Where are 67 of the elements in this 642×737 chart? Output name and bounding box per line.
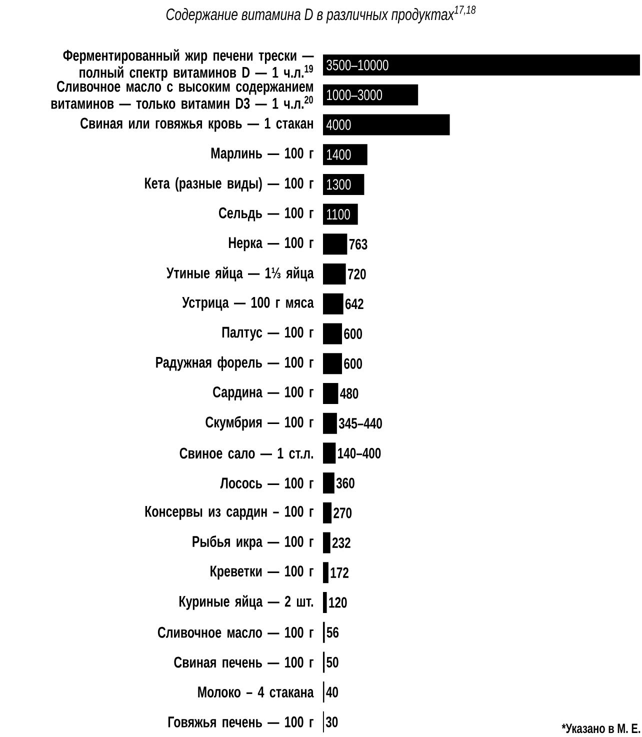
y-tick-label: Утиные яйца — 1⅓ яйца (166, 266, 314, 282)
bar (322, 532, 330, 554)
data-label: 600 (344, 328, 362, 340)
data-label: 232 (332, 537, 350, 548)
data-label: 720 (348, 268, 366, 280)
bar (322, 234, 348, 255)
y-tick-label: Сардина — 100 г (213, 386, 314, 400)
data-label: 642 (345, 298, 364, 310)
y-tick-label: Радужная форель — 100 г (156, 356, 314, 371)
y-tick-label: Устрица — 100 г мяса (182, 296, 314, 311)
data-label: 30 (326, 716, 338, 728)
y-tick-label: Палтус — 100 г (222, 326, 314, 341)
data-label: 4000 (326, 119, 351, 130)
data-label: 50 (326, 656, 338, 668)
data-label: 270 (334, 508, 352, 518)
y-tick-label: Креветки — 100 г (210, 566, 314, 580)
data-label: 480 (340, 388, 358, 399)
data-label: 1000–3000 (327, 90, 382, 100)
y-tick-label: Куриные яйца — 2 шт. (179, 595, 313, 610)
bar (322, 353, 342, 374)
data-label: 345–440 (338, 418, 382, 429)
y-tick-label: Марлинь — 100 г (211, 148, 314, 162)
bar (322, 502, 332, 524)
annotation: *Указано в М. Е. (562, 724, 640, 734)
bar (322, 174, 364, 195)
data-label: 600 (344, 358, 362, 369)
y-tick-label: Ферментированный жир печени трески — полный спектр витаминов D — 1 ч.л.$^{19}$ (63, 49, 314, 81)
bar (322, 84, 418, 106)
bar (322, 144, 368, 166)
data-label: 172 (330, 567, 348, 578)
y-tick-label: Свиная печень — 100 г (174, 656, 314, 668)
data-label: 1100 (327, 208, 350, 220)
y-tick-label: Свиная или говяжья кровь — 1 стакан (80, 118, 313, 132)
bar (322, 592, 327, 613)
bar (322, 293, 344, 314)
bar (322, 264, 346, 285)
y-tick-label: Молоко – 4 стакана (198, 686, 314, 698)
bar (322, 442, 336, 464)
bar (322, 204, 358, 225)
data-label: 1300 (327, 179, 351, 190)
bar (322, 54, 640, 76)
y-tick-label: Сливочное масло — 100 г (158, 626, 314, 638)
data-label: 3500–10000 (326, 60, 388, 70)
data-label: 360 (336, 478, 354, 488)
y-tick-label: Нерка — 100 г (228, 237, 314, 252)
y-tick-label: Лосось — 100 г (220, 478, 314, 489)
chart-title: Содержание витамина D в различных продуктах$^{17,18}$ (166, 6, 476, 24)
y-tick-label: Говяжья печень — 100 г (168, 716, 314, 728)
y-tick-label: Кета (разные виды) — 100 г (145, 177, 314, 192)
y-tick-label: Сельдь — 100 г (218, 207, 314, 222)
data-label: 763 (349, 238, 368, 250)
bar (322, 382, 338, 404)
bar (322, 114, 450, 136)
bar (322, 562, 328, 584)
y-tick-label: Сливочное масло с высоким содержанием витаминов — только витамин D3 — 1 ч.л.$^{20}$ (51, 80, 313, 109)
bar (322, 323, 342, 344)
y-tick-label: Консервы из сардин – 100 г (145, 506, 314, 520)
data-label: 1400 (327, 149, 351, 160)
y-tick-label: Свиное сало — 1 ст.л. (180, 448, 313, 459)
data-label: 56 (326, 627, 339, 638)
data-label: 140–400 (338, 448, 381, 458)
data-label: 40 (326, 686, 338, 698)
data-label: 120 (329, 597, 347, 608)
y-tick-label: Рыбья икра — 100 г (192, 535, 314, 550)
bar (322, 412, 337, 434)
bar (322, 472, 334, 494)
y-tick-label: Скумбрия — 100 г (206, 416, 314, 431)
